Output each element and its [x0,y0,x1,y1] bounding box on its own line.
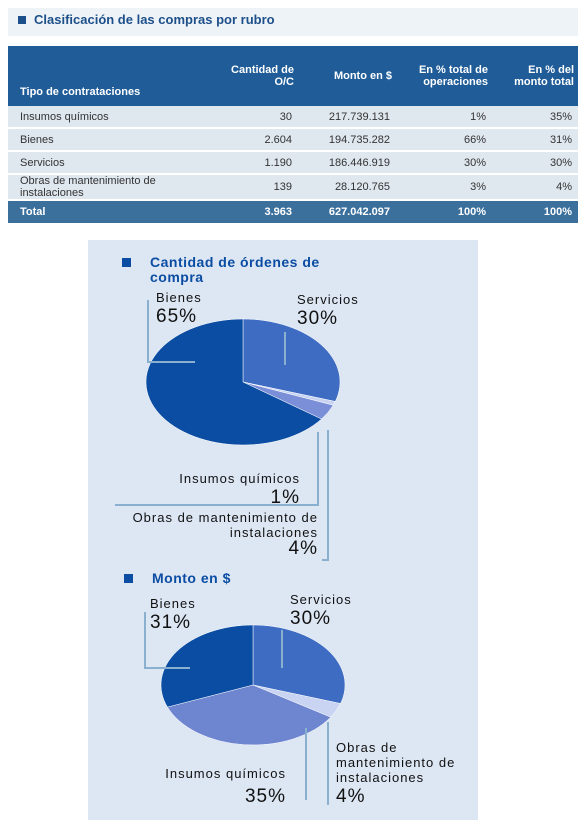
table-cell: 28.120.765 [298,174,396,201]
header-cell: Monto en $ [298,46,396,106]
table-cell: Obras de mantenimiento de instalaciones [8,174,220,201]
leader-line [115,432,319,506]
table: Tipo de contrataciones Cantidad de O/C Mon… [8,46,578,225]
table-cell: 31% [492,128,578,152]
table-cell: Total [8,200,220,225]
legend-square [122,258,131,267]
chart-title: Cantidad de órdenes de compra [150,254,320,285]
table-cell: 100% [396,200,492,225]
table-row: Insumos químicos 30 217.739.131 1% 35% [8,106,578,129]
table-cell: 194.735.282 [298,128,396,152]
table-row: Total 3.963 627.042.097 100% 100% [8,200,578,225]
pie-slice [145,318,322,446]
slice-value-label: 65% [156,306,198,327]
table-cell: 100% [492,200,578,225]
table-cell: 1.190 [220,151,298,175]
table-row: Bienes 2.604 194.735.282 66% 31% [8,128,578,152]
slice-label: Insumos químicos [179,471,300,486]
header-cell: Cantidad de O/C [220,46,298,106]
leader-line [322,430,329,561]
slice-value-label: 31% [150,612,192,633]
leader-line [147,300,195,363]
table-row: Servicios 1.190 186.446.919 30% 30% [8,151,578,175]
table-cell: Bienes [8,128,220,152]
table-cell: 627.042.097 [298,200,396,225]
slice-label: Obras de mantenimiento de instalaciones [132,510,318,540]
table-cell: 35% [492,106,578,129]
table-title: Clasificación de las compras por rubro [8,8,578,36]
table-cell: 3.963 [220,200,298,225]
table-cell: 186.446.919 [298,151,396,175]
header-cell: Tipo de contrataciones [8,46,220,106]
table-cell: 30% [492,151,578,175]
table-cell: 3% [396,174,492,201]
pie-slice [242,318,341,402]
table-cell: 2.604 [220,128,298,152]
header-cell: En % total de operaciones [396,46,492,106]
pie-slice [252,624,346,704]
table-cell: 30% [396,151,492,175]
header-row: Tipo de contrataciones Cantidad de O/C Mon… [8,46,578,106]
slice-value-label: 30% [297,308,339,329]
slice-label: Servicios [297,292,359,307]
header-cell: En % del monto total [492,46,578,106]
slice-label: Bienes [156,290,202,305]
slice-label: Servicios [290,592,352,607]
table-cell: 217.739.131 [298,106,396,129]
legend-square [124,574,133,583]
slice-label: Obras de mantenimiento de instalaciones [336,740,456,785]
chart-title: Monto en $ [152,570,231,586]
slice-value-label: 30% [290,608,332,629]
table-row: Obras de mantenimiento de instalaciones 1… [8,174,578,201]
slice-value-label: 1% [270,487,300,508]
pie-slice [160,624,254,708]
table-cell: Servicios [8,151,220,175]
slice-value-label: 4% [336,786,366,807]
slice-label: Bienes [150,596,196,611]
slice-label: Insumos químicos [165,766,286,781]
table-cell: 66% [396,128,492,152]
leader-line [144,612,190,669]
table-cell: Insumos químicos [8,106,220,129]
slice-value-label: 35% [244,786,286,807]
table-cell: 4% [492,174,578,201]
slice-value-label: 4% [288,538,318,559]
table-cell: 30 [220,106,298,129]
pie-slice [167,684,332,746]
table-cell: 139 [220,174,298,201]
table-cell: 1% [396,106,492,129]
